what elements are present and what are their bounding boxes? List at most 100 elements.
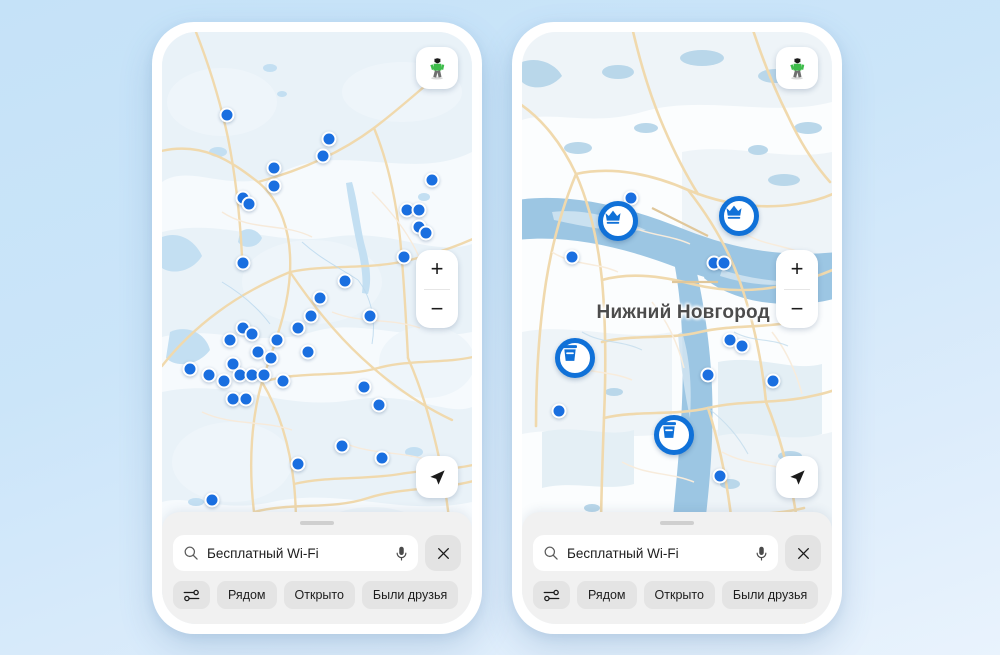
map-marker-dot[interactable]	[201, 367, 216, 383]
chip-friends-visited[interactable]: Были друзья	[361, 581, 459, 609]
map-marker-dot[interactable]	[219, 107, 235, 123]
filter-chip-row[interactable]: Рядом Открыто Были друзья Рейтинг	[533, 580, 821, 610]
close-icon	[437, 547, 449, 559]
phone-screen-right: Нижний Новгород + −	[522, 32, 832, 624]
navigation-arrow-icon	[429, 469, 445, 485]
zoom-controls[interactable]: + −	[776, 250, 818, 328]
map-marker-dot[interactable]	[300, 344, 316, 360]
city-label: Нижний Новгород	[596, 302, 770, 324]
zoom-in-button[interactable]: +	[430, 256, 444, 282]
map-marker-dot[interactable]	[290, 320, 306, 336]
chip-nearby[interactable]: Рядом	[577, 581, 637, 609]
map-marker-dot[interactable]	[263, 350, 278, 366]
map-marker-dot[interactable]	[356, 379, 371, 395]
map-marker-dot[interactable]	[623, 190, 638, 206]
map-marker-dot[interactable]	[235, 255, 251, 271]
map-marker-dot[interactable]	[321, 131, 337, 147]
bottom-sheet: Бесплатный Wi-Fi	[162, 512, 472, 624]
zoom-out-button[interactable]: −	[790, 295, 804, 321]
map-marker-dot[interactable]	[716, 255, 731, 271]
phone-card-left: + − Бесплатный Wi-Fi	[152, 22, 482, 634]
street-view-pegman-button[interactable]	[776, 47, 818, 89]
zoom-in-button[interactable]: +	[790, 256, 804, 282]
chip-filters-button[interactable]	[533, 581, 570, 609]
navigation-arrow-icon	[789, 469, 805, 485]
chip-open-now[interactable]: Открыто	[283, 581, 355, 609]
map-marker-dot[interactable]	[418, 225, 433, 241]
map-marker-dot[interactable]	[551, 403, 567, 419]
clear-search-button[interactable]	[785, 535, 821, 571]
map-canvas-regional[interactable]	[162, 32, 472, 624]
search-input[interactable]: Бесплатный Wi-Fi	[533, 535, 778, 571]
map-marker-dot[interactable]	[396, 249, 412, 265]
chip-nearby[interactable]: Рядом	[217, 581, 277, 609]
map-marker-dot[interactable]	[362, 308, 378, 324]
phone-screen-left: + − Бесплатный Wi-Fi	[162, 32, 472, 624]
zoom-out-button[interactable]: −	[430, 295, 444, 321]
map-marker-dot[interactable]	[712, 468, 728, 484]
map-marker-dot[interactable]	[312, 290, 328, 306]
map-poi-crown[interactable]	[598, 201, 639, 242]
search-input[interactable]: Бесплатный Wi-Fi	[173, 535, 418, 571]
street-view-pegman-button[interactable]	[416, 47, 458, 89]
locate-me-button[interactable]	[776, 456, 818, 498]
map-marker-dot[interactable]	[266, 178, 282, 194]
map-marker-dot[interactable]	[374, 450, 390, 466]
map-marker-dot[interactable]	[256, 367, 272, 383]
map-marker-dot[interactable]	[371, 397, 387, 413]
search-icon	[184, 546, 198, 560]
map-marker-dot[interactable]	[765, 373, 781, 389]
map-poi-coffee-cup[interactable]	[554, 337, 595, 378]
zoom-controls[interactable]: + −	[416, 250, 458, 328]
map-marker-dot[interactable]	[411, 202, 427, 218]
map-marker-dot[interactable]	[315, 148, 331, 164]
phone-card-right: Нижний Новгород + −	[512, 22, 842, 634]
map-marker-dot[interactable]	[266, 160, 282, 176]
search-input-value: Бесплатный Wi-Fi	[567, 545, 679, 561]
map-marker-dot[interactable]	[303, 308, 319, 324]
search-icon	[544, 546, 558, 560]
clear-search-button[interactable]	[425, 535, 461, 571]
locate-me-button[interactable]	[416, 456, 458, 498]
chip-friends-visited[interactable]: Были друзья	[721, 581, 819, 609]
search-row: Бесплатный Wi-Fi	[533, 535, 821, 571]
map-marker-dot[interactable]	[182, 361, 198, 377]
map-marker-dot[interactable]	[700, 367, 716, 383]
search-row: Бесплатный Wi-Fi	[173, 535, 461, 571]
crown-icon	[605, 211, 621, 225]
filter-sliders-icon	[183, 589, 200, 601]
microphone-icon[interactable]	[754, 545, 769, 562]
filter-sliders-icon	[543, 589, 560, 601]
close-icon	[797, 547, 809, 559]
bottom-sheet: Бесплатный Wi-Fi	[522, 512, 832, 624]
map-poi-coffee-cup[interactable]	[653, 414, 694, 455]
crown-icon	[726, 205, 742, 219]
sheet-drag-handle[interactable]	[300, 521, 334, 525]
zoom-divider	[784, 288, 810, 290]
map-marker-dot[interactable]	[204, 492, 220, 508]
map-marker-dot[interactable]	[424, 172, 440, 188]
map-marker-dot[interactable]	[734, 338, 750, 354]
map-poi-crown[interactable]	[719, 195, 759, 236]
map-marker-dot[interactable]	[337, 273, 353, 289]
map-marker-dot[interactable]	[241, 196, 257, 212]
map-marker-dot[interactable]	[275, 373, 291, 389]
map-marker-dot[interactable]	[564, 249, 580, 265]
map-marker-dot[interactable]	[216, 373, 232, 389]
map-marker-dot[interactable]	[269, 332, 285, 348]
map-marker-dot[interactable]	[222, 332, 238, 348]
microphone-icon[interactable]	[394, 545, 409, 562]
chip-filters-button[interactable]	[173, 581, 210, 609]
pegman-icon	[430, 58, 445, 80]
map-marker-dot[interactable]	[244, 326, 260, 342]
chip-open-now[interactable]: Открыто	[643, 581, 715, 609]
map-marker-dot[interactable]	[238, 391, 254, 407]
coffee-cup-icon	[661, 421, 676, 438]
zoom-divider	[424, 288, 450, 290]
sheet-drag-handle[interactable]	[660, 521, 694, 525]
map-marker-dot[interactable]	[334, 438, 350, 454]
coffee-cup-icon	[562, 344, 577, 361]
pegman-icon	[790, 58, 805, 80]
filter-chip-row[interactable]: Рядом Открыто Были друзья Рейтинг	[173, 580, 461, 610]
map-marker-dot[interactable]	[290, 456, 306, 472]
